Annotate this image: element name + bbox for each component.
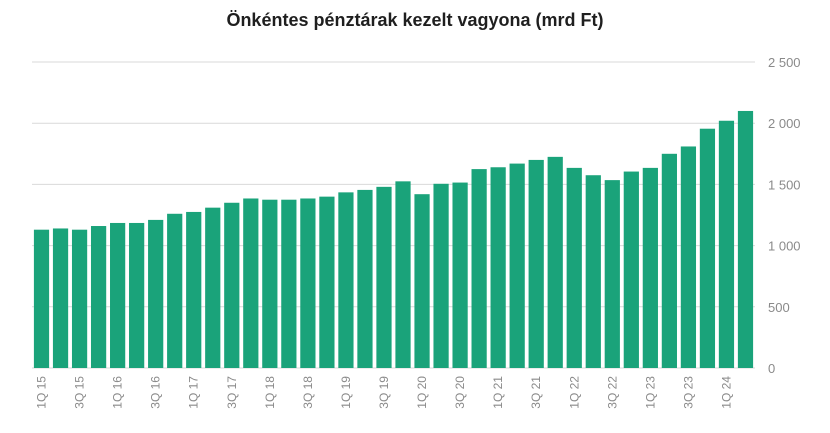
x-tick-label: 1Q 22 [567, 376, 581, 409]
bar [300, 198, 316, 368]
bar [281, 199, 297, 368]
bar [224, 202, 240, 368]
bar [680, 146, 697, 368]
bar [623, 171, 639, 368]
bar [414, 194, 430, 368]
x-tick-label: 3Q 22 [605, 376, 619, 409]
x-tick-label: 1Q 17 [187, 376, 201, 409]
bar [585, 175, 601, 368]
bar [376, 186, 392, 368]
bar [547, 156, 563, 368]
bar [205, 207, 221, 368]
y-tick-label: 2 500 [768, 55, 801, 70]
bar [129, 222, 145, 368]
bar [338, 192, 354, 368]
x-tick-label: 1Q 16 [111, 376, 125, 409]
bar [110, 222, 126, 368]
bar [737, 110, 754, 369]
bar [319, 196, 335, 368]
y-tick-label: 500 [768, 300, 790, 315]
x-tick-label: 1Q 15 [35, 376, 49, 409]
bar [167, 213, 183, 368]
bar [471, 169, 487, 368]
x-tick-label: 3Q 20 [453, 376, 467, 409]
x-tick-label: 1Q 18 [263, 376, 277, 409]
bar [528, 159, 544, 368]
bar [262, 199, 278, 368]
y-tick-label: 0 [768, 361, 775, 376]
x-tick-label: 3Q 15 [73, 376, 87, 409]
x-tick-label: 3Q 19 [377, 376, 391, 409]
bar [642, 167, 658, 368]
x-tick-label: 1Q 24 [719, 376, 733, 409]
y-tick-label: 2 000 [768, 116, 801, 131]
x-tick-label: 1Q 20 [415, 376, 429, 409]
bar [395, 181, 411, 368]
bar [71, 229, 88, 368]
y-tick-label: 1 000 [768, 239, 801, 254]
x-tick-label: 3Q 21 [529, 376, 543, 409]
bar [604, 180, 620, 368]
y-tick-label: 1 500 [768, 177, 801, 192]
bar [52, 228, 69, 368]
bar [357, 189, 373, 368]
bar [661, 153, 677, 368]
x-tick-label: 3Q 18 [301, 376, 315, 409]
bar [33, 229, 50, 368]
x-tick-label: 3Q 16 [149, 376, 163, 409]
chart-title: Önkéntes pénztárak kezelt vagyona (mrd F… [226, 10, 604, 30]
bar [566, 167, 582, 368]
x-tick-label: 1Q 19 [339, 376, 353, 409]
bar [699, 128, 716, 368]
bar [148, 219, 164, 368]
bar [509, 163, 525, 368]
bar [90, 226, 107, 368]
x-tick-label: 1Q 23 [643, 376, 657, 409]
bar [433, 183, 449, 368]
x-tick-label: 3Q 17 [225, 376, 239, 409]
x-tick-label: 1Q 21 [491, 376, 505, 409]
bar [718, 120, 735, 368]
bar [186, 211, 202, 368]
bar [490, 167, 506, 368]
bar [243, 198, 259, 368]
x-tick-label: 3Q 23 [681, 376, 695, 409]
bar [452, 182, 468, 368]
